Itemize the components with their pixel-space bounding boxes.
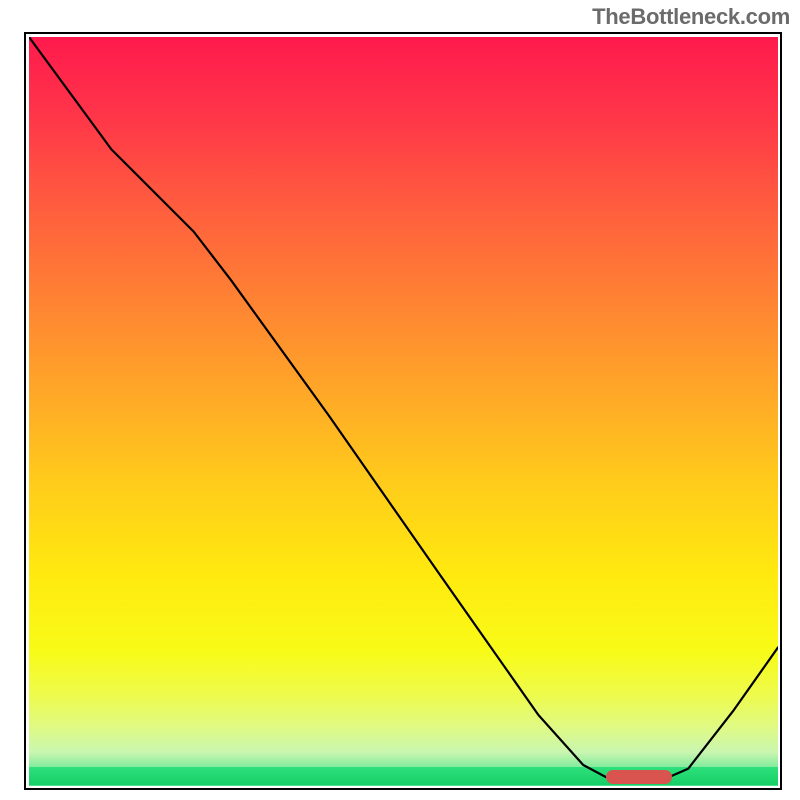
- attribution-text: TheBottleneck.com: [592, 4, 790, 30]
- chart-container: TheBottleneck.com: [0, 0, 800, 800]
- plot-area: [29, 37, 778, 786]
- optimal-marker: [606, 770, 672, 784]
- bottleneck-curve: [29, 37, 778, 786]
